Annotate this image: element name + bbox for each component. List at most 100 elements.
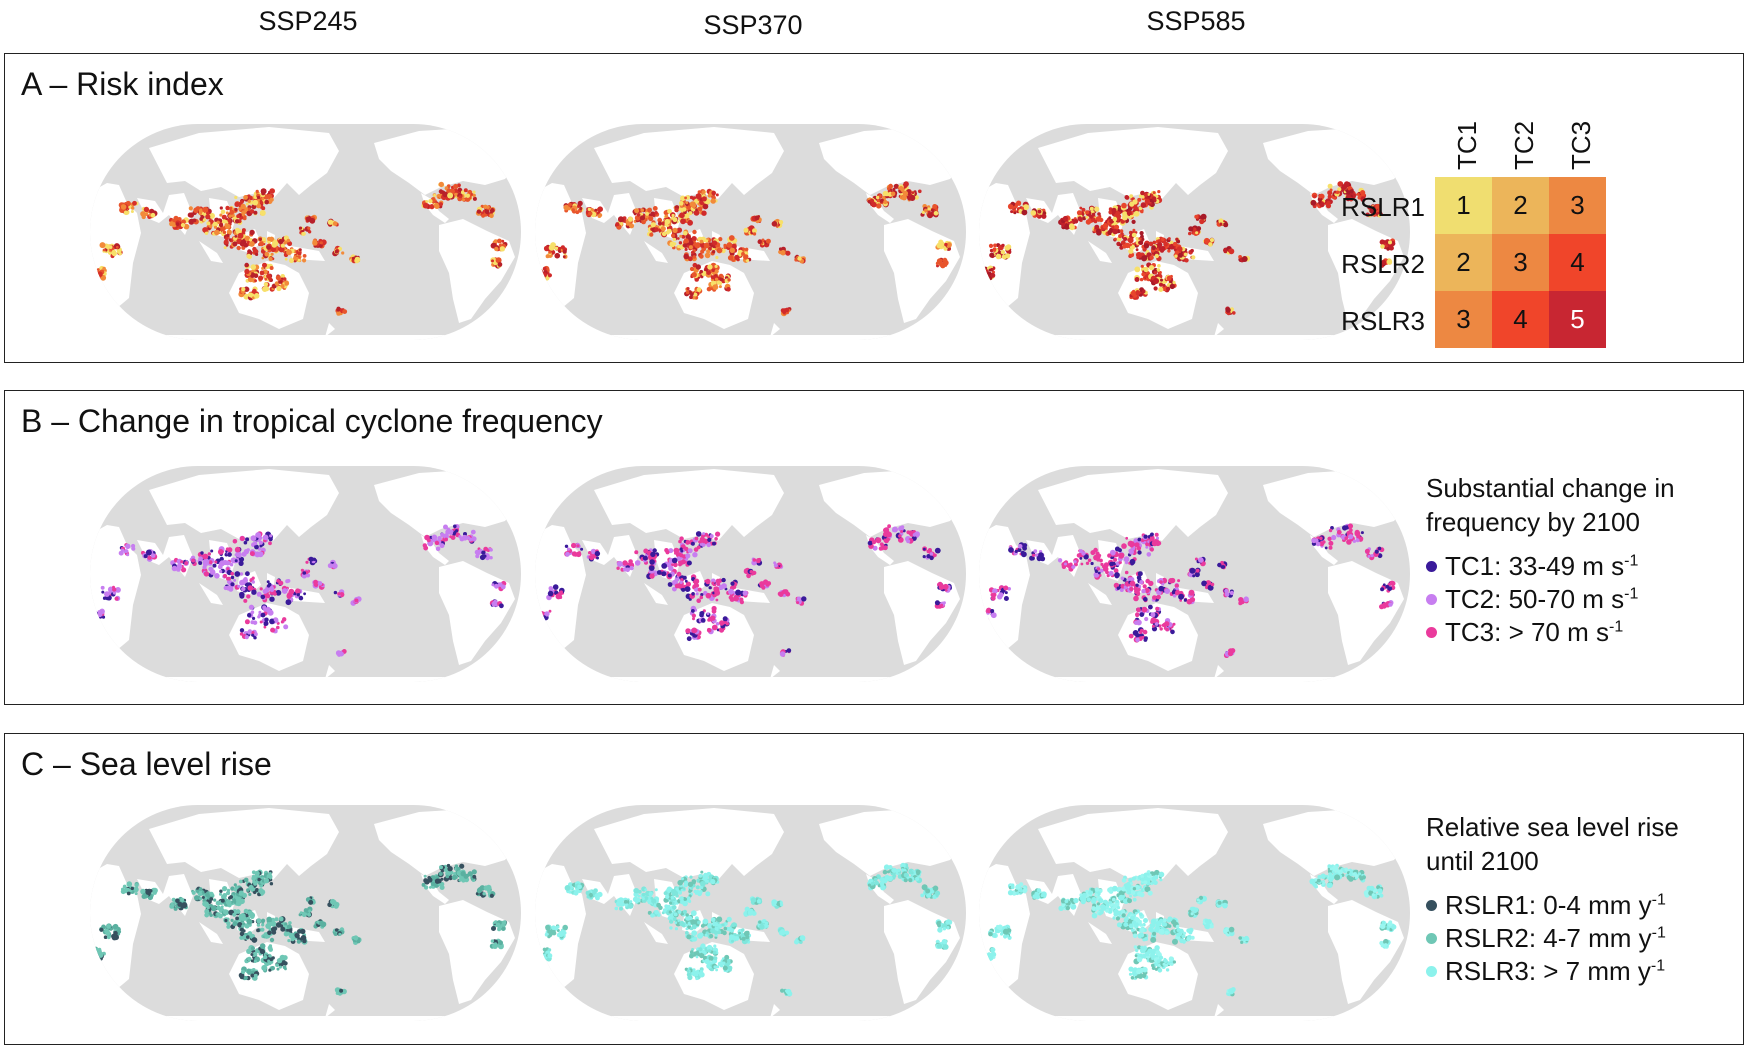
- coastal-point: [735, 589, 742, 596]
- coastal-point: [629, 900, 633, 903]
- coastal-point: [336, 311, 341, 316]
- coastal-point: [690, 541, 695, 546]
- coastal-point: [247, 194, 251, 198]
- coastal-point: [210, 549, 214, 553]
- coastal-point: [90, 617, 96, 622]
- column-header-ssp245: SSP245: [258, 6, 358, 36]
- coastal-point: [244, 286, 250, 292]
- coastal-point: [266, 873, 273, 880]
- coastal-point: [103, 935, 108, 939]
- coastal-point: [1068, 565, 1071, 569]
- land-shape: [199, 241, 223, 263]
- coastal-point: [1148, 604, 1153, 610]
- coastal-point: [102, 248, 106, 252]
- coastal-point: [1094, 206, 1100, 212]
- coastal-point: [1160, 278, 1163, 282]
- coastal-point: [1195, 231, 1199, 235]
- coastal-point: [577, 884, 582, 890]
- legend-swatch: [1426, 627, 1437, 638]
- coastal-point: [1004, 591, 1008, 595]
- coastal-point: [684, 586, 691, 592]
- coastal-point: [992, 247, 997, 252]
- matrix-col-label: TC2: [1509, 120, 1539, 170]
- coastal-point: [220, 905, 224, 909]
- coastal-point: [746, 573, 751, 579]
- land-shape: [770, 323, 780, 337]
- coastal-point: [338, 651, 344, 657]
- coastal-point: [1122, 214, 1128, 221]
- coastal-point: [710, 275, 715, 280]
- coastal-point: [543, 948, 547, 952]
- coastal-point: [922, 555, 926, 559]
- coastal-point: [243, 598, 248, 603]
- coastal-point: [453, 524, 457, 529]
- coastal-point: [1152, 196, 1157, 201]
- coastal-point: [222, 230, 227, 234]
- coastal-point: [1177, 579, 1181, 583]
- coastal-point: [254, 888, 259, 892]
- coastal-point: [1137, 571, 1143, 577]
- coastal-point: [423, 545, 429, 551]
- coastal-point: [483, 204, 488, 209]
- coastal-point: [1147, 193, 1150, 196]
- coastal-point: [648, 215, 654, 222]
- coastal-point: [1099, 558, 1103, 563]
- coastal-point: [594, 550, 601, 557]
- coastal-point: [781, 590, 785, 595]
- coastal-point: [234, 195, 238, 200]
- coastal-point: [112, 585, 115, 589]
- coastal-point: [298, 248, 302, 252]
- coastal-point: [305, 573, 311, 578]
- coastal-point: [91, 274, 95, 278]
- coastal-point: [1178, 252, 1183, 258]
- coastal-point: [906, 539, 911, 544]
- coastal-point: [298, 596, 303, 600]
- coastal-point: [664, 218, 671, 225]
- coastal-point: [461, 198, 466, 202]
- coastal-point: [232, 912, 237, 917]
- coastal-point: [131, 206, 135, 210]
- coastal-point: [680, 549, 684, 553]
- coastal-point: [222, 893, 228, 898]
- coastal-point: [552, 584, 559, 590]
- coastal-point: [280, 926, 286, 932]
- coastal-point: [438, 181, 444, 188]
- coastal-point: [1141, 237, 1145, 241]
- coastal-point: [198, 896, 203, 901]
- coastal-point: [679, 212, 685, 219]
- coastal-point: [254, 632, 258, 637]
- coastal-point: [671, 233, 676, 238]
- coastal-point: [262, 534, 269, 541]
- tc-legend-title: Substantial change in frequency by 2100: [1426, 473, 1675, 537]
- coastal-point: [1141, 606, 1148, 613]
- coastal-point: [554, 252, 561, 259]
- coastal-point: [990, 609, 995, 613]
- coastal-point: [1145, 542, 1149, 547]
- coastal-point: [1125, 561, 1129, 565]
- coastal-point: [1183, 598, 1188, 602]
- panel-title: C – Sea level rise: [21, 746, 272, 782]
- world-map-svg: [90, 805, 521, 1021]
- coastal-point: [90, 613, 92, 618]
- coastal-point: [796, 601, 800, 605]
- coastal-point: [263, 622, 268, 627]
- coastal-point: [1097, 571, 1101, 575]
- coastal-point: [244, 923, 250, 929]
- coastal-point: [672, 237, 677, 242]
- coastal-point: [667, 573, 672, 578]
- coastal-point: [1330, 526, 1334, 530]
- coastal-point: [1186, 598, 1193, 605]
- coastal-point: [1123, 556, 1130, 563]
- coastal-point: [1065, 223, 1068, 227]
- coastal-point: [1119, 229, 1124, 233]
- coastal-point: [1158, 247, 1162, 251]
- coastal-point: [455, 529, 459, 533]
- coastal-point: [542, 615, 547, 620]
- coastal-point: [247, 613, 252, 618]
- coastal-point: [562, 924, 568, 931]
- land-shape: [1018, 335, 1371, 340]
- coastal-point: [491, 259, 494, 263]
- coastal-point: [898, 525, 904, 532]
- coastal-point: [1196, 226, 1202, 231]
- coastal-point: [248, 604, 254, 610]
